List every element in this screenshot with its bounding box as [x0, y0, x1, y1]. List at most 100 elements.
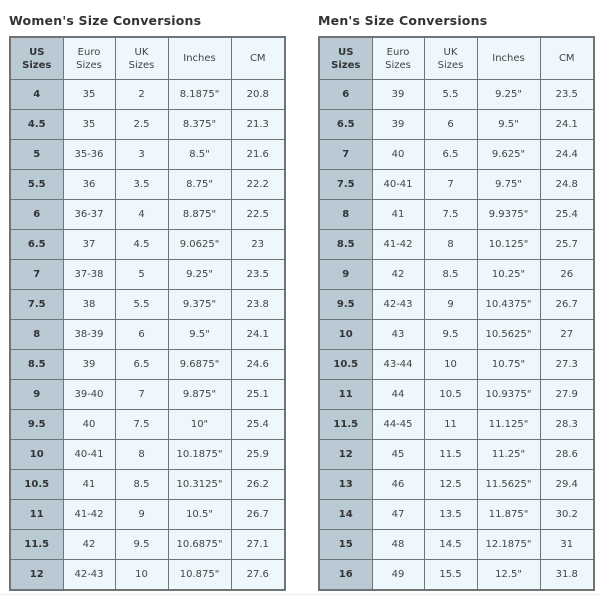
- inches-cell: 9.5": [167, 319, 232, 350]
- cm-cell: 27: [539, 319, 595, 350]
- womens-title: Women's Size Conversions: [9, 13, 202, 28]
- uk-size-cell: 10: [114, 559, 169, 591]
- euro-size-cell: 43-44: [371, 349, 425, 380]
- table-row: 6.5 39 6 9.5" 24.1: [318, 109, 595, 140]
- us-size-cell: 9: [9, 379, 64, 410]
- mens-size-table: US Sizes Euro Sizes UK Sizes Inches CM 6 39 5.5 9.2…: [318, 36, 595, 591]
- uk-size-header: UK Sizes: [423, 36, 478, 80]
- table-row: 10.5 41 8.5 10.3125" 26.2: [9, 469, 286, 500]
- us-size-cell: 8.5: [9, 349, 64, 380]
- uk-size-cell: 13.5: [423, 499, 478, 530]
- inches-header: Inches: [476, 36, 541, 80]
- uk-size-cell: 9: [423, 289, 478, 320]
- uk-size-cell: 8.5: [423, 259, 478, 290]
- cm-cell: 29.4: [539, 469, 595, 500]
- uk-size-cell: 8: [423, 229, 478, 260]
- divider: [0, 594, 600, 595]
- cm-cell: 23.5: [230, 259, 286, 290]
- table-row: 13 46 12.5 11.5625" 29.4: [318, 469, 595, 500]
- euro-size-cell: 43: [371, 319, 425, 350]
- us-size-cell: 9.5: [318, 289, 373, 320]
- table-row: 8 41 7.5 9.9375" 25.4: [318, 199, 595, 230]
- euro-size-cell: 39: [371, 79, 425, 110]
- uk-size-cell: 5.5: [423, 79, 478, 110]
- header-row: US Sizes Euro Sizes UK Sizes Inches CM: [9, 36, 286, 80]
- inches-cell: 10.5": [167, 499, 232, 530]
- uk-size-cell: 8.5: [114, 469, 169, 500]
- uk-size-cell: 3.5: [114, 169, 169, 200]
- us-size-cell: 4.5: [9, 109, 64, 140]
- us-size-cell: 10: [9, 439, 64, 470]
- uk-size-cell: 6: [423, 109, 478, 140]
- euro-size-cell: 41-42: [371, 229, 425, 260]
- inches-cell: 11.5625": [476, 469, 541, 500]
- us-size-cell: 16: [318, 559, 373, 591]
- table-row: 11.5 44-45 11 11.125" 28.3: [318, 409, 595, 440]
- cm-cell: 23.5: [539, 79, 595, 110]
- inches-cell: 11.25": [476, 439, 541, 470]
- euro-size-cell: 47: [371, 499, 425, 530]
- uk-size-cell: 9: [114, 499, 169, 530]
- cm-cell: 26.7: [539, 289, 595, 320]
- inches-cell: 10.25": [476, 259, 541, 290]
- inches-cell: 8.375": [167, 109, 232, 140]
- inches-cell: 10.125": [476, 229, 541, 260]
- us-size-cell: 5.5: [9, 169, 64, 200]
- cm-cell: 24.1: [539, 109, 595, 140]
- uk-size-cell: 8: [114, 439, 169, 470]
- table-row: 11 41-42 9 10.5" 26.7: [9, 499, 286, 530]
- table-row: 11 44 10.5 10.9375" 27.9: [318, 379, 595, 410]
- cm-cell: 31.8: [539, 559, 595, 591]
- euro-size-cell: 42: [62, 529, 116, 560]
- euro-size-cell: 41: [62, 469, 116, 500]
- us-size-cell: 15: [318, 529, 373, 560]
- inches-cell: 11.875": [476, 499, 541, 530]
- euro-size-cell: 45: [371, 439, 425, 470]
- inches-cell: 9.75": [476, 169, 541, 200]
- inches-cell: 10.4375": [476, 289, 541, 320]
- us-size-cell: 4: [9, 79, 64, 110]
- us-size-cell: 10.5: [9, 469, 64, 500]
- us-size-cell: 8: [318, 199, 373, 230]
- cm-cell: 27.6: [230, 559, 286, 591]
- euro-size-cell: 42-43: [371, 289, 425, 320]
- inches-cell: 8.75": [167, 169, 232, 200]
- uk-size-cell: 10.5: [423, 379, 478, 410]
- uk-size-cell: 10: [423, 349, 478, 380]
- cm-header: CM: [539, 36, 595, 80]
- womens-size-table: US Sizes Euro Sizes UK Sizes Inches CM 4 35 2 8.187…: [9, 36, 286, 591]
- cm-cell: 23.8: [230, 289, 286, 320]
- cm-cell: 25.4: [230, 409, 286, 440]
- table-row: 4.5 35 2.5 8.375" 21.3: [9, 109, 286, 140]
- table-row: 4 35 2 8.1875" 20.8: [9, 79, 286, 110]
- inches-cell: 10.6875": [167, 529, 232, 560]
- us-size-cell: 11: [9, 499, 64, 530]
- header-row: US Sizes Euro Sizes UK Sizes Inches CM: [318, 36, 595, 80]
- inches-cell: 8.875": [167, 199, 232, 230]
- cm-cell: 26.2: [230, 469, 286, 500]
- table-row: 6.5 37 4.5 9.0625" 23: [9, 229, 286, 260]
- cm-cell: 28.6: [539, 439, 595, 470]
- us-size-cell: 12: [9, 559, 64, 591]
- euro-size-cell: 46: [371, 469, 425, 500]
- table-row: 6 39 5.5 9.25" 23.5: [318, 79, 595, 110]
- table-row: 6 36-37 4 8.875" 22.5: [9, 199, 286, 230]
- us-size-header: US Sizes: [318, 36, 373, 80]
- table-row: 11.5 42 9.5 10.6875" 27.1: [9, 529, 286, 560]
- cm-cell: 27.3: [539, 349, 595, 380]
- euro-size-cell: 37: [62, 229, 116, 260]
- table-row: 12 42-43 10 10.875" 27.6: [9, 559, 286, 591]
- us-size-cell: 5: [9, 139, 64, 170]
- cm-cell: 24.4: [539, 139, 595, 170]
- euro-size-cell: 39: [62, 349, 116, 380]
- us-size-cell: 11.5: [9, 529, 64, 560]
- uk-size-cell: 9.5: [114, 529, 169, 560]
- uk-size-cell: 11: [423, 409, 478, 440]
- inches-cell: 9.6875": [167, 349, 232, 380]
- inches-cell: 10.5625": [476, 319, 541, 350]
- us-size-cell: 11.5: [318, 409, 373, 440]
- table-row: 8 38-39 6 9.5" 24.1: [9, 319, 286, 350]
- us-size-header: US Sizes: [9, 36, 64, 80]
- cm-cell: 20.8: [230, 79, 286, 110]
- euro-size-cell: 35-36: [62, 139, 116, 170]
